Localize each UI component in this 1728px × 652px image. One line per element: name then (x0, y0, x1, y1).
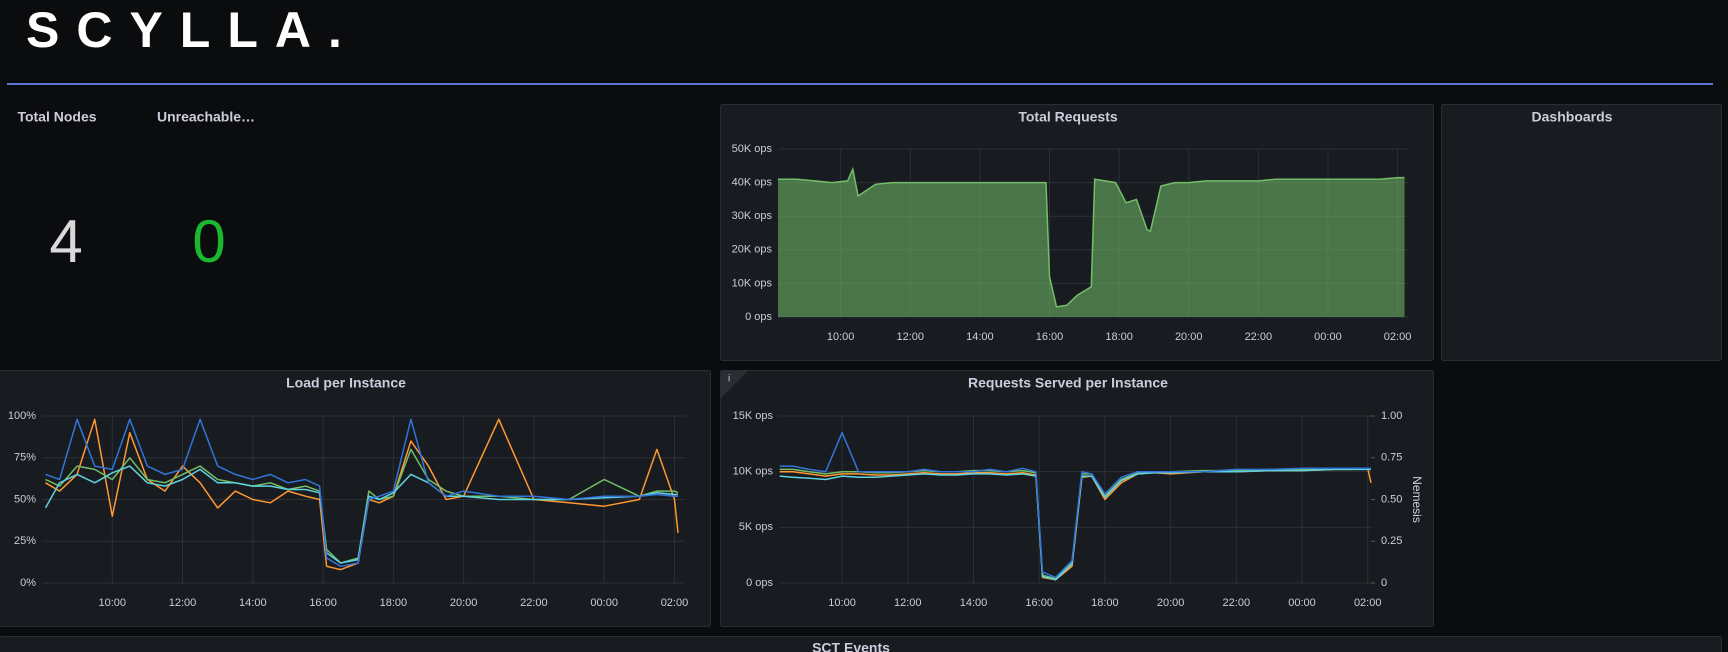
logo: SCYLLA. (26, 2, 359, 58)
x-tick-label: 16:00 (1036, 331, 1064, 343)
y-tick-label: 0 ops (745, 311, 772, 323)
x-tick-label: 14:00 (239, 597, 267, 609)
panel-title: Dashboards (1532, 109, 1613, 125)
x-tick-label: 02:00 (661, 597, 689, 609)
y-tick-label: 50% (14, 493, 36, 505)
x-tick-label: 12:00 (169, 597, 197, 609)
y2-tick-label: 0.75 (1381, 452, 1402, 464)
y2-tick-label: 0.25 (1381, 535, 1402, 547)
x-tick-label: 16:00 (309, 597, 337, 609)
panel (0, 636, 1722, 652)
x-tick-label: 22:00 (1245, 331, 1273, 343)
panel-title: Total Requests (1018, 109, 1118, 125)
y-tick-label: 75% (14, 452, 36, 464)
y-tick-label: 25% (14, 535, 36, 547)
y-tick-label: 5K ops (739, 521, 774, 533)
panel-title: Load per Instance (286, 375, 406, 391)
x-tick-label: 10:00 (827, 331, 855, 343)
x-tick-label: 02:00 (1384, 331, 1412, 343)
y2-tick-label: 0.50 (1381, 493, 1402, 505)
x-tick-label: 20:00 (1157, 597, 1185, 609)
panel-title: SCT Events (812, 640, 890, 652)
y2-axis-label: Nemesis (1410, 476, 1424, 523)
x-tick-label: 12:00 (896, 331, 924, 343)
x-tick-label: 18:00 (1105, 331, 1133, 343)
x-tick-label: 10:00 (99, 597, 127, 609)
info-corner (721, 371, 748, 398)
y-tick-label: 10K ops (733, 466, 774, 478)
x-tick-label: 22:00 (520, 597, 548, 609)
y-tick-label: 20K ops (732, 244, 773, 256)
area-line (778, 166, 1405, 308)
x-tick-label: 14:00 (966, 331, 994, 343)
stat-title: Total Nodes (17, 109, 96, 125)
x-tick-label: 22:00 (1223, 597, 1251, 609)
y-tick-label: 100% (8, 410, 36, 422)
x-tick-label: 00:00 (590, 597, 618, 609)
series-line (45, 418, 678, 568)
x-tick-label: 20:00 (450, 597, 478, 609)
y2-tick-label: 1.00 (1381, 410, 1402, 422)
x-tick-label: 10:00 (828, 597, 856, 609)
y-tick-label: 30K ops (732, 210, 773, 222)
y-tick-label: 10K ops (732, 277, 773, 289)
x-tick-label: 00:00 (1314, 331, 1342, 343)
info-icon: i (728, 374, 730, 385)
series-line (779, 468, 1371, 581)
y2-tick-label: 0 (1381, 577, 1387, 589)
stat-value: 4 (49, 208, 82, 275)
x-tick-label: 18:00 (380, 597, 408, 609)
x-tick-label: 18:00 (1091, 597, 1119, 609)
panel (0, 370, 711, 627)
x-tick-label: 16:00 (1025, 597, 1053, 609)
area-fill (778, 169, 1405, 317)
panel (720, 370, 1434, 627)
stat-value: 0 (192, 208, 225, 275)
y-tick-label: 0 ops (746, 577, 773, 589)
x-tick-label: 20:00 (1175, 331, 1203, 343)
stat-title: Unreachable… (157, 109, 255, 125)
y-tick-label: 15K ops (733, 410, 774, 422)
y-tick-label: 40K ops (732, 177, 773, 189)
x-tick-label: 14:00 (960, 597, 988, 609)
x-tick-label: 00:00 (1288, 597, 1316, 609)
series-line (45, 418, 679, 571)
x-tick-label: 02:00 (1354, 597, 1382, 609)
y-tick-label: 0% (20, 577, 36, 589)
x-tick-label: 12:00 (894, 597, 922, 609)
y-tick-label: 50K ops (732, 143, 773, 155)
series-line (779, 431, 1371, 579)
panel-title: Requests Served per Instance (968, 375, 1168, 391)
panel (1441, 104, 1722, 361)
